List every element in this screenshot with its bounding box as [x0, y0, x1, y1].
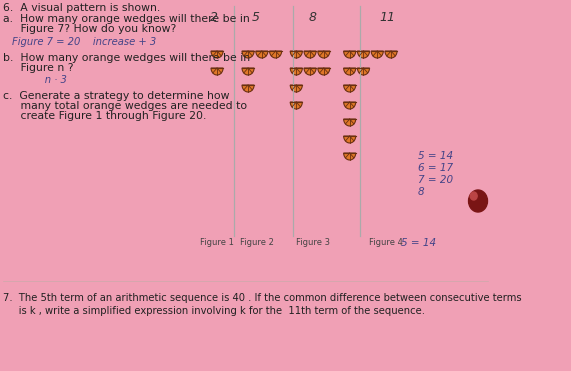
Polygon shape — [385, 51, 397, 58]
Text: Figure 4: Figure 4 — [369, 238, 403, 247]
Text: n · 3: n · 3 — [26, 75, 67, 85]
Polygon shape — [290, 85, 302, 92]
Text: Figure n ?: Figure n ? — [3, 63, 74, 73]
Polygon shape — [211, 51, 223, 58]
Text: create Figure 1 through Figure 20.: create Figure 1 through Figure 20. — [3, 111, 207, 121]
Polygon shape — [344, 85, 356, 92]
Polygon shape — [344, 68, 356, 75]
Text: 8: 8 — [418, 187, 424, 197]
Polygon shape — [256, 51, 268, 58]
Text: 7.  The 5th term of an arithmetic sequence is 40 . If the common difference betw: 7. The 5th term of an arithmetic sequenc… — [3, 293, 522, 303]
Text: b.  How many orange wedges will there be in: b. How many orange wedges will there be … — [3, 53, 251, 63]
Text: 7 = 20: 7 = 20 — [418, 175, 453, 185]
Circle shape — [469, 190, 488, 212]
Text: Figure 7 = 20    increase + 3: Figure 7 = 20 increase + 3 — [12, 37, 156, 47]
Text: 5 = 14: 5 = 14 — [418, 151, 453, 161]
Circle shape — [471, 192, 477, 200]
Text: many total orange wedges are needed to: many total orange wedges are needed to — [3, 101, 248, 111]
Text: 6.  A visual pattern is shown.: 6. A visual pattern is shown. — [3, 3, 160, 13]
Polygon shape — [344, 51, 356, 58]
Text: 5 = 14: 5 = 14 — [400, 238, 436, 248]
Text: Figure 3: Figure 3 — [296, 238, 329, 247]
Text: a.  How many orange wedges will there be in: a. How many orange wedges will there be … — [3, 14, 250, 24]
Polygon shape — [344, 119, 356, 126]
Polygon shape — [344, 136, 356, 143]
Polygon shape — [344, 102, 356, 109]
Polygon shape — [304, 51, 316, 58]
Polygon shape — [290, 51, 302, 58]
Polygon shape — [211, 68, 223, 75]
Polygon shape — [344, 153, 356, 160]
Text: 8: 8 — [309, 11, 317, 24]
Polygon shape — [357, 51, 369, 58]
Polygon shape — [290, 102, 302, 109]
Polygon shape — [304, 68, 316, 75]
Text: Figure 7? How do you know?: Figure 7? How do you know? — [3, 24, 176, 34]
Text: 6 = 17: 6 = 17 — [418, 163, 453, 173]
Polygon shape — [270, 51, 282, 58]
Polygon shape — [290, 68, 302, 75]
Polygon shape — [242, 68, 254, 75]
Text: Figure 1: Figure 1 — [200, 238, 234, 247]
Polygon shape — [242, 85, 254, 92]
Text: Figure 2: Figure 2 — [240, 238, 274, 247]
Polygon shape — [357, 68, 369, 75]
Polygon shape — [318, 68, 330, 75]
Text: c.  Generate a strategy to determine how: c. Generate a strategy to determine how — [3, 91, 230, 101]
Text: 11: 11 — [380, 11, 396, 24]
Text: 5: 5 — [252, 11, 260, 24]
Polygon shape — [242, 51, 254, 58]
Text: is k , write a simplified expression involving k for the  11th term of the seque: is k , write a simplified expression inv… — [3, 306, 425, 316]
Text: 2: 2 — [210, 11, 218, 24]
Polygon shape — [371, 51, 383, 58]
Polygon shape — [318, 51, 330, 58]
